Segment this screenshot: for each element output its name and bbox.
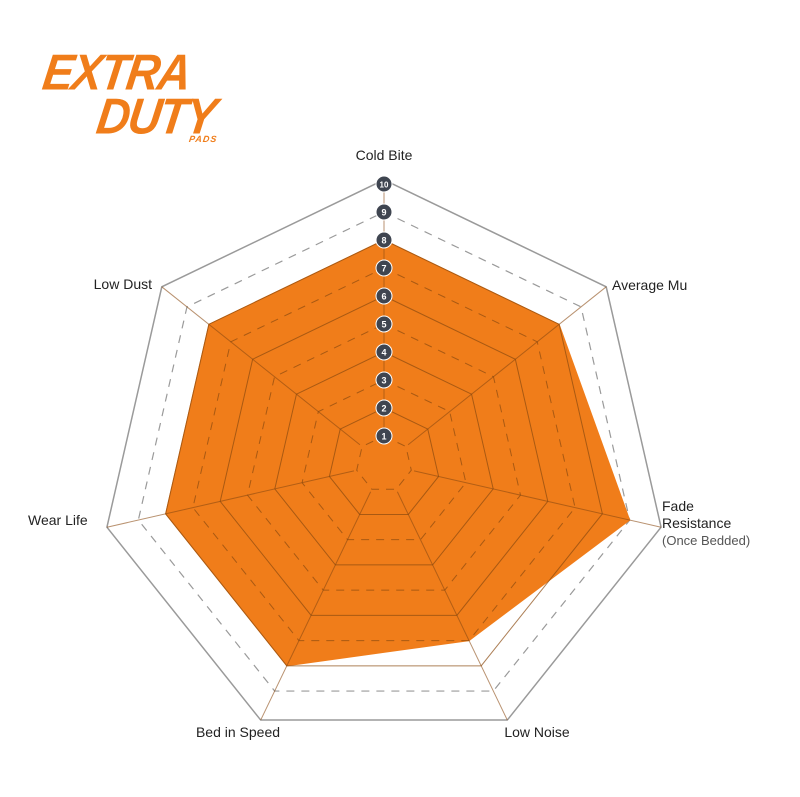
- grid-ring-4: [274, 351, 494, 566]
- grid-ring-6: [219, 295, 549, 616]
- axis-label: Bed in Speed: [196, 724, 280, 740]
- spoke-2: [413, 470, 662, 528]
- data-area: [165, 239, 631, 667]
- axis-label: Low Dust: [94, 276, 152, 292]
- tick-label: 7: [381, 264, 386, 274]
- tick-label: 1: [381, 432, 386, 442]
- axis-label: Low Noise: [504, 724, 570, 740]
- grid-ring-9: [137, 211, 631, 692]
- spoke-6: [161, 286, 361, 446]
- axis-label: Average Mu: [612, 277, 687, 293]
- axis-sublabel: (Once Bedded): [662, 533, 750, 548]
- axis-label: Cold Bite: [356, 147, 413, 163]
- tick-badge: [375, 231, 393, 249]
- grid-ring-5: [246, 323, 522, 591]
- tick-label: 2: [381, 404, 386, 414]
- tick-label: 3: [381, 376, 386, 386]
- tick-label: 4: [381, 348, 386, 358]
- tick-badge: [375, 427, 393, 445]
- grid-ring-1: [356, 435, 412, 490]
- grid-ring-7: [192, 267, 576, 642]
- axis-label-line: Fade: [662, 498, 694, 514]
- axis-label: Fade Resistance (Once Bedded): [662, 498, 750, 548]
- tick-label: 5: [381, 320, 386, 330]
- axis-label: Wear Life: [28, 512, 88, 528]
- tick-badge: [375, 259, 393, 277]
- grid-ring-8: [165, 239, 603, 667]
- tick-badge: [375, 287, 393, 305]
- tick-badge: [375, 175, 393, 193]
- spoke-4: [260, 491, 372, 721]
- tick-label: 9: [381, 208, 386, 218]
- tick-badge: [375, 399, 393, 417]
- tick-label: 6: [381, 292, 386, 302]
- tick-badge: [375, 315, 393, 333]
- spoke-3: [396, 491, 508, 721]
- axis-label-line: Resistance: [662, 515, 731, 531]
- spoke-5: [106, 470, 355, 528]
- tick-label: 8: [381, 236, 386, 246]
- grid-ring-outer: [106, 178, 662, 721]
- spoke-1: [407, 286, 607, 446]
- grid-ring-3: [301, 379, 467, 541]
- tick-badge: [375, 371, 393, 389]
- tick-badge: [375, 203, 393, 221]
- grid-ring-2: [328, 407, 440, 515]
- tick-label: 10: [380, 181, 389, 190]
- tick-badge: [375, 343, 393, 361]
